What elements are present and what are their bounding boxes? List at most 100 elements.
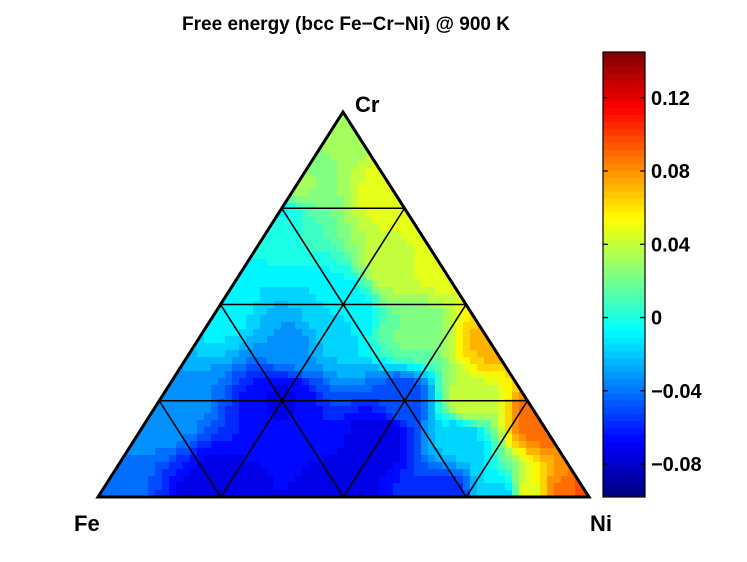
field-cell [449, 504, 457, 512]
field-cell [99, 245, 107, 253]
field-cell [253, 280, 261, 288]
field-cell [561, 469, 569, 477]
field-cell [519, 119, 527, 127]
field-cell [309, 168, 317, 176]
field-cell [120, 112, 128, 120]
field-cell [274, 420, 282, 428]
field-cell [274, 350, 282, 358]
field-cell [246, 189, 254, 197]
field-cell [582, 455, 589, 463]
field-cell [106, 420, 114, 428]
field-cell [414, 322, 422, 330]
field-cell [344, 329, 352, 337]
field-cell [379, 189, 387, 197]
field-cell [428, 126, 436, 134]
field-cell [442, 154, 450, 162]
field-cell [211, 182, 219, 190]
field-cell [176, 245, 184, 253]
field-cell [463, 147, 471, 155]
field-cell [127, 217, 135, 225]
field-cell [470, 280, 478, 288]
field-cell [484, 196, 492, 204]
field-cell [512, 189, 520, 197]
field-cell [106, 231, 114, 239]
field-cell [337, 448, 345, 456]
field-cell [463, 203, 471, 211]
field-cell [120, 273, 128, 281]
field-cell [106, 490, 114, 497]
field-cell [141, 315, 149, 323]
field-cell [134, 350, 142, 358]
field-cell [498, 315, 506, 323]
field-cell [470, 336, 478, 344]
field-cell [351, 238, 359, 246]
field-cell [183, 357, 191, 365]
field-cell [484, 112, 492, 113]
field-cell [260, 112, 268, 120]
field-cell [295, 504, 303, 512]
field-cell [554, 112, 562, 120]
field-cell [484, 392, 492, 400]
field-cell [246, 308, 254, 316]
field-cell [575, 357, 583, 365]
field-cell [134, 455, 142, 463]
field-cell [316, 392, 324, 400]
field-cell [337, 322, 345, 330]
field-cell [547, 259, 555, 267]
field-cell [526, 217, 534, 225]
field-cell [372, 238, 380, 246]
field-cell [582, 175, 589, 183]
field-cell [421, 294, 429, 302]
field-cell [498, 469, 506, 477]
field-cell [316, 378, 324, 386]
field-cell [540, 455, 548, 463]
field-cell [148, 504, 156, 512]
field-cell [575, 287, 583, 295]
field-cell [246, 224, 254, 232]
field-cell [484, 343, 492, 351]
field-cell [127, 266, 135, 274]
field-cell [204, 238, 212, 246]
field-cell [393, 175, 401, 183]
field-cell [421, 441, 429, 449]
field-cell [323, 168, 331, 176]
field-cell [99, 378, 107, 386]
field-cell [134, 266, 142, 274]
field-cell [169, 322, 177, 330]
field-cell [330, 133, 338, 141]
field-cell [463, 231, 471, 239]
field-cell [309, 420, 317, 428]
field-cell [421, 217, 429, 225]
field-cell [582, 462, 589, 470]
field-cell [484, 189, 492, 197]
field-cell [169, 203, 177, 211]
field-cell [288, 441, 296, 449]
field-cell [190, 189, 198, 197]
field-cell [365, 280, 373, 288]
field-cell [344, 217, 352, 225]
field-cell [449, 434, 457, 442]
field-cell [470, 469, 478, 477]
field-cell [414, 378, 422, 386]
field-cell [519, 490, 527, 497]
field-cell [106, 329, 114, 337]
field-cell [190, 434, 198, 442]
field-cell [155, 189, 163, 197]
field-cell [267, 504, 275, 512]
field-cell [407, 224, 415, 232]
field-cell [120, 364, 128, 372]
field-cell [554, 259, 562, 267]
field-cell [470, 504, 478, 512]
field-cell [246, 322, 254, 330]
field-cell [379, 462, 387, 470]
field-cell [162, 182, 170, 190]
field-cell [218, 392, 226, 400]
field-cell [505, 266, 513, 274]
field-cell [365, 245, 373, 253]
field-cell [337, 469, 345, 477]
field-cell [568, 455, 576, 463]
field-cell [554, 119, 562, 127]
colorbar-tick-label: −0.04 [651, 381, 702, 403]
field-cell [232, 413, 240, 421]
field-cell [561, 392, 569, 400]
